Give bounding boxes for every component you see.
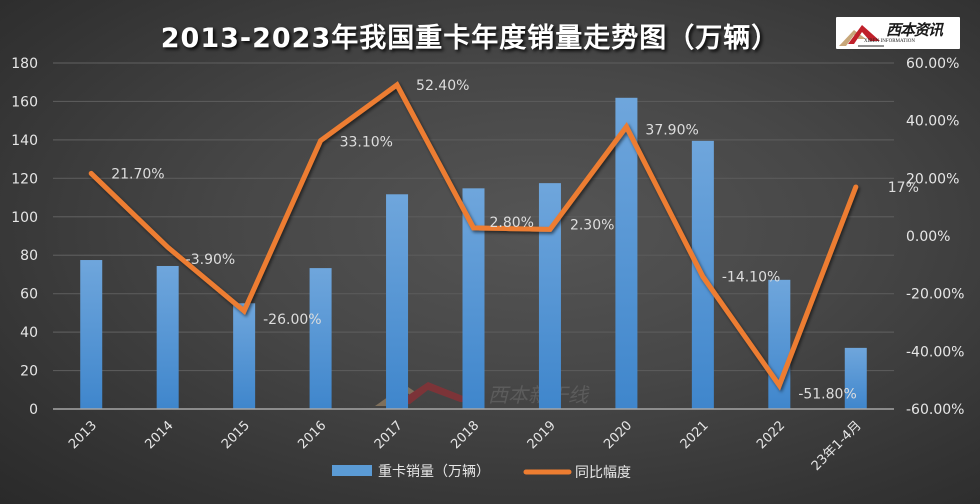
data-label: 2.80%: [490, 215, 534, 231]
logo: 西本资讯 XIBEN INFORMATION: [836, 17, 960, 49]
y-axis-right-tick: 0.00%: [906, 229, 950, 245]
y-axis-left-tick: 20: [20, 364, 38, 380]
x-axis-label: 2013: [66, 418, 100, 452]
x-axis-label: 2021: [678, 418, 712, 452]
bar-2018: [462, 188, 485, 409]
data-label: -3.90%: [186, 252, 236, 268]
logo-text: 西本资讯: [886, 21, 943, 39]
legend-line-label: 同比幅度: [575, 465, 631, 481]
y-axis-left-tick: 140: [11, 133, 38, 149]
y-axis-right-tick: 40.00%: [906, 114, 959, 130]
data-label: 37.90%: [645, 123, 698, 139]
y-axis-right-tick: 20.00%: [906, 171, 959, 187]
y-axis-left-tick: 0: [29, 402, 38, 418]
x-axis-label: 23年1-4月: [809, 418, 865, 474]
y-axis-left-tick: 160: [11, 94, 38, 110]
y-axis-right-tick: -60.00%: [906, 402, 964, 418]
x-axis-label: 2014: [143, 418, 177, 452]
data-label: -14.10%: [722, 270, 780, 286]
y-axis-left-tick: 60: [20, 287, 38, 303]
x-axis-label: 2019: [525, 418, 559, 452]
bar-2019: [538, 183, 561, 409]
legend-bar-label: 重卡销量（万辆）: [378, 464, 490, 480]
x-axis-label: 2016: [295, 418, 329, 452]
y-axis-left-tick: 120: [11, 171, 38, 187]
data-label: -51.80%: [798, 386, 856, 402]
bar-2016: [309, 268, 332, 409]
chart-title: 2013-2023年我国重卡年度销量走势图（万辆）: [160, 23, 780, 54]
bar-2017: [386, 194, 409, 409]
data-label: 17%: [888, 180, 919, 196]
bar-2015: [233, 303, 256, 409]
legend-bar-swatch: [332, 465, 372, 476]
bar-2014: [156, 265, 179, 409]
y-axis-right-tick: -20.00%: [906, 287, 964, 303]
y-axis-left-tick: 100: [11, 210, 38, 226]
logo-subtitle: XIBEN INFORMATION: [864, 39, 915, 44]
data-label: -26.00%: [263, 312, 321, 328]
y-axis-left-tick: 80: [20, 248, 38, 264]
x-axis-label: 2015: [219, 418, 253, 452]
y-axis-left-tick: 180: [11, 56, 38, 72]
x-axis-label: 2018: [448, 418, 482, 452]
data-label: 52.40%: [416, 78, 469, 94]
y-axis-right-tick: -40.00%: [906, 344, 964, 360]
x-axis-label: 2022: [754, 418, 788, 452]
x-axis-label: 2017: [372, 418, 406, 452]
data-label: 21.70%: [111, 166, 164, 182]
bar-2013: [80, 260, 103, 409]
x-axis-label: 2020: [601, 418, 635, 452]
mountain-logo-icon: [839, 25, 884, 47]
yoy-line: [88, 81, 859, 391]
data-label: 2.30%: [570, 217, 614, 233]
data-label: 33.10%: [340, 135, 393, 151]
y-axis-left-tick: 40: [20, 325, 38, 341]
bar-23年1-4月: [844, 347, 867, 409]
y-axis-right-tick: 60.00%: [906, 56, 959, 72]
bar-2020: [615, 97, 638, 409]
